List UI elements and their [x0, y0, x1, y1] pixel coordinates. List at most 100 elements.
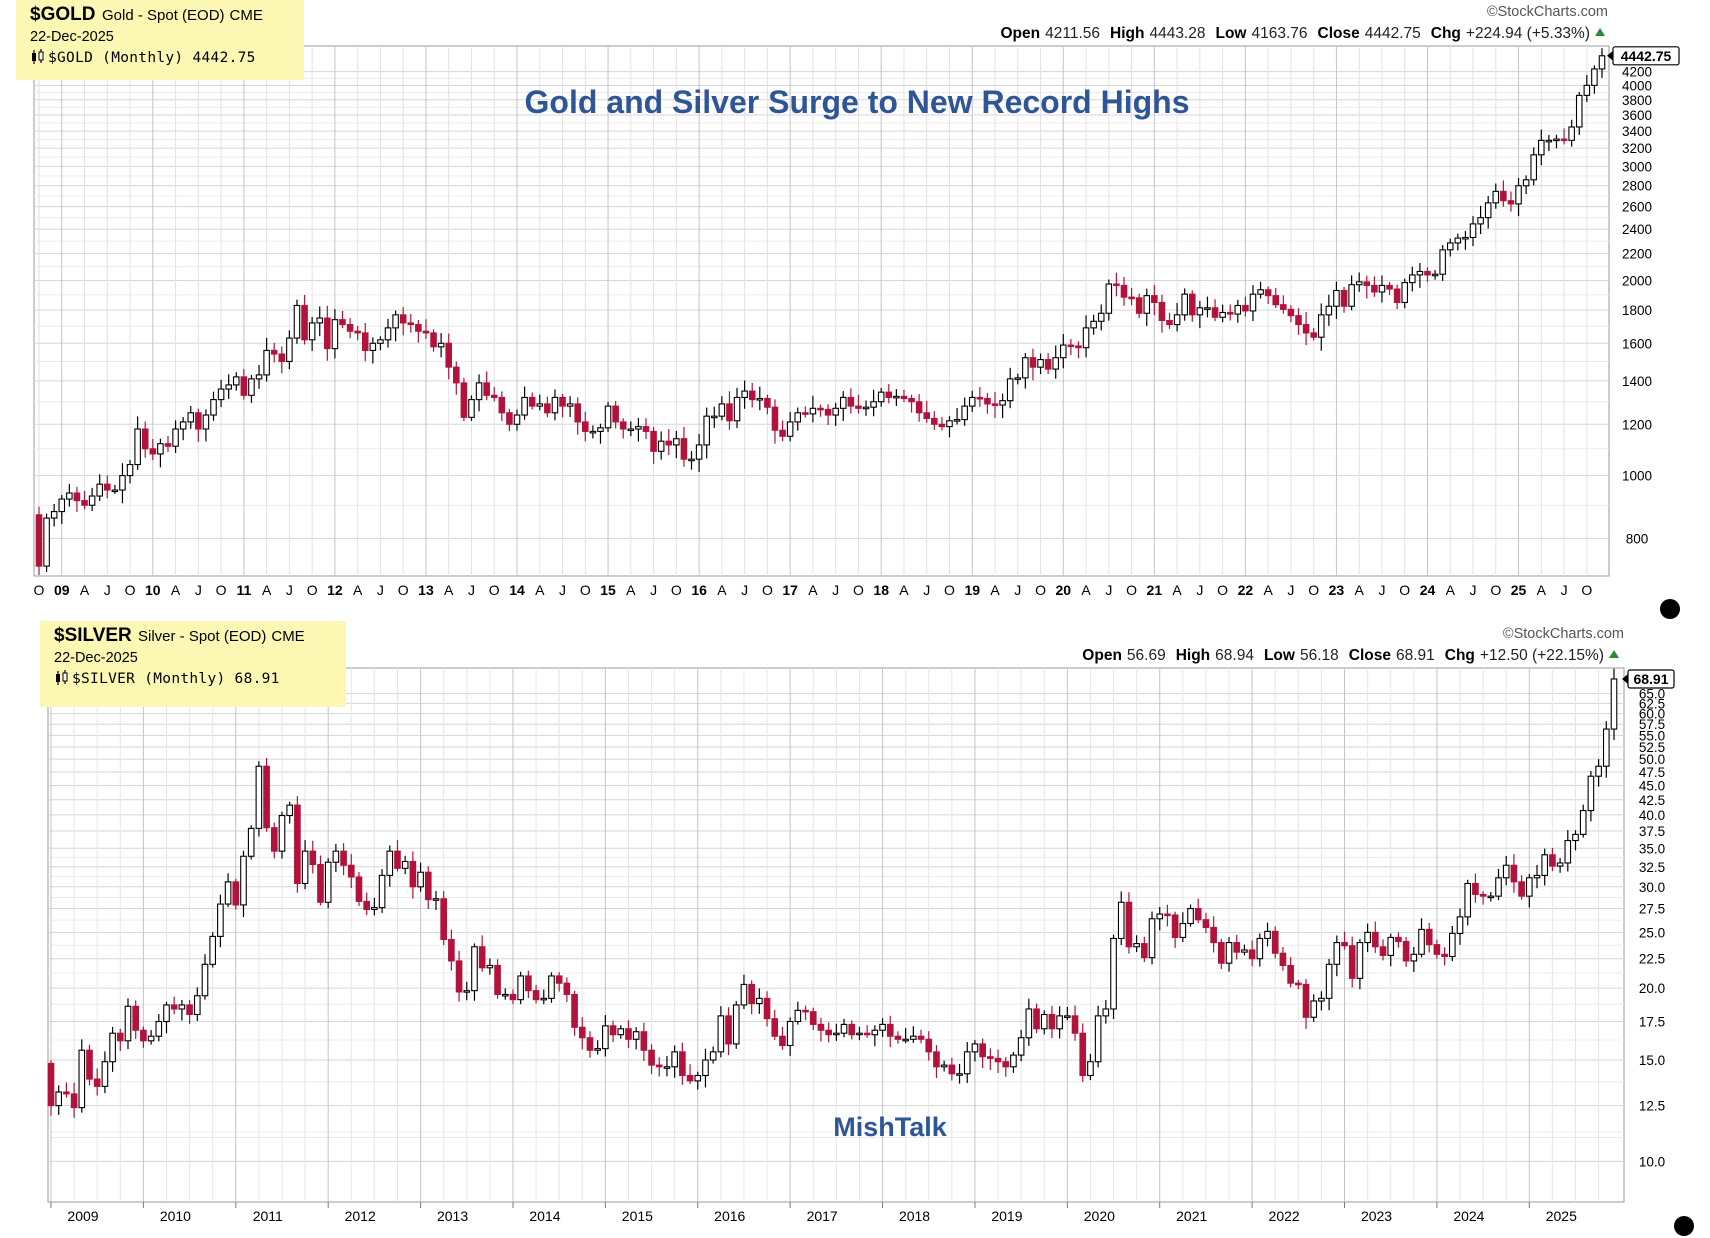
last-price-label: 4442.75: [1621, 48, 1672, 64]
x-tick-label: A: [171, 582, 181, 598]
y-tick-label: 12.5: [1639, 1099, 1665, 1114]
candle-body: [1433, 944, 1441, 955]
ohlc-label: Low: [1215, 25, 1247, 42]
x-tick-label: 2009: [67, 1208, 98, 1224]
candle-body: [1022, 357, 1029, 379]
x-tick-label: A: [626, 582, 636, 598]
candle-body: [440, 898, 447, 941]
candle-body: [961, 405, 968, 421]
y-tick-label: 20.0: [1639, 981, 1665, 996]
candle-body: [316, 317, 324, 324]
candle-body: [1071, 1015, 1079, 1034]
x-tick-label: O: [1490, 582, 1501, 598]
y-tick-label: 10.0: [1639, 1154, 1665, 1169]
candle-body: [679, 1051, 686, 1077]
candle-body: [1002, 1061, 1010, 1068]
candle-body: [1510, 864, 1518, 883]
ohlc-value: 4443.28: [1149, 25, 1205, 42]
x-tick-label: 2010: [160, 1208, 191, 1224]
ohlc-label: Open: [1001, 25, 1041, 42]
ohlc-label: Chg: [1445, 647, 1475, 664]
candle-body: [1233, 942, 1241, 953]
candle-body: [1371, 931, 1379, 948]
candle-body: [673, 438, 680, 446]
candle-body: [155, 1020, 163, 1037]
candle-body: [339, 319, 346, 326]
candle-body: [635, 426, 642, 430]
candle-body: [1148, 918, 1156, 959]
ohlc-value: +12.50 (+22.15%): [1480, 647, 1604, 664]
candle-body: [347, 864, 355, 878]
candle-body: [625, 1028, 632, 1040]
candle-body: [1242, 304, 1249, 312]
candle-body: [35, 514, 43, 567]
candle-body: [1211, 307, 1219, 318]
candle-body: [1583, 84, 1591, 96]
candle-body: [270, 827, 278, 852]
candle-body: [355, 876, 363, 902]
candle-body: [73, 492, 81, 502]
candle-body: [1379, 946, 1387, 956]
candle-body: [494, 964, 501, 996]
candle-body: [47, 1062, 55, 1107]
candle-body: [141, 428, 149, 450]
candle-body: [399, 314, 407, 324]
candle-body: [886, 1023, 894, 1037]
candle-body: [994, 1057, 1002, 1063]
candle-body: [1454, 237, 1462, 244]
x-tick-label: A: [1355, 582, 1365, 598]
candle-body: [1575, 94, 1583, 128]
candle-body: [1549, 854, 1556, 867]
symbol-label: $GOLD: [30, 4, 95, 25]
candle-body: [157, 443, 164, 455]
candle-body: [578, 1026, 586, 1039]
candle-body: [392, 314, 399, 329]
x-tick-label: J: [559, 582, 566, 598]
x-tick-label: 19: [964, 582, 980, 598]
headline: Gold and Silver Surge to New Record High…: [525, 84, 1190, 120]
candle-body: [1295, 315, 1302, 326]
candle-body: [740, 983, 748, 1006]
candle-body: [680, 438, 688, 460]
candle-body: [1128, 296, 1135, 300]
candle-body: [794, 1009, 802, 1023]
candle-body: [1181, 293, 1188, 316]
candle-body: [1173, 314, 1181, 326]
candle-body: [1310, 332, 1317, 338]
candle-body: [540, 997, 548, 1001]
candle-body: [432, 898, 440, 901]
candle-body: [1587, 775, 1595, 812]
candle-body: [971, 1043, 979, 1053]
candle-body: [240, 376, 248, 396]
candle-body: [1387, 936, 1395, 956]
candle-body: [1386, 284, 1393, 290]
candle-body: [832, 407, 839, 416]
candle-body: [1113, 283, 1120, 287]
candle-body: [1257, 289, 1264, 295]
y-tick-label: 60.0: [1639, 707, 1665, 722]
candle-body: [247, 827, 255, 857]
candle-body: [1416, 270, 1424, 276]
x-tick-label: O: [398, 582, 409, 598]
y-tick-label: 40.0: [1639, 808, 1665, 823]
candle-body: [946, 420, 953, 428]
candle-body: [471, 946, 478, 992]
candle-body: [1462, 236, 1469, 240]
candle-body: [566, 403, 574, 407]
candle-body: [627, 428, 635, 432]
candle-body: [586, 1037, 594, 1051]
candle-body: [1472, 882, 1479, 895]
x-tick-label: 16: [691, 582, 707, 598]
ohlc-value: 4442.75: [1365, 25, 1421, 42]
candle-body: [1017, 1037, 1025, 1056]
x-tick-label: O: [944, 582, 955, 598]
candle-body: [1135, 297, 1143, 314]
x-tick-label: 2016: [714, 1208, 745, 1224]
legend-box: [40, 621, 346, 707]
price-panel-silver: 10.0 12.5 15.0 17.5 20.0 22.5 25.0 27.5 30.0 32.5…: [40, 621, 1675, 1224]
instrument-desc: Silver - Spot (EOD): [138, 628, 266, 645]
candle-body: [278, 814, 286, 852]
candle-body: [509, 993, 517, 1001]
candle-body: [164, 443, 172, 447]
candle-body: [1158, 301, 1166, 322]
